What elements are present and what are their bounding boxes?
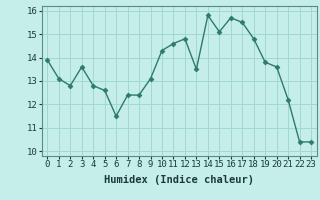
X-axis label: Humidex (Indice chaleur): Humidex (Indice chaleur) — [104, 175, 254, 185]
